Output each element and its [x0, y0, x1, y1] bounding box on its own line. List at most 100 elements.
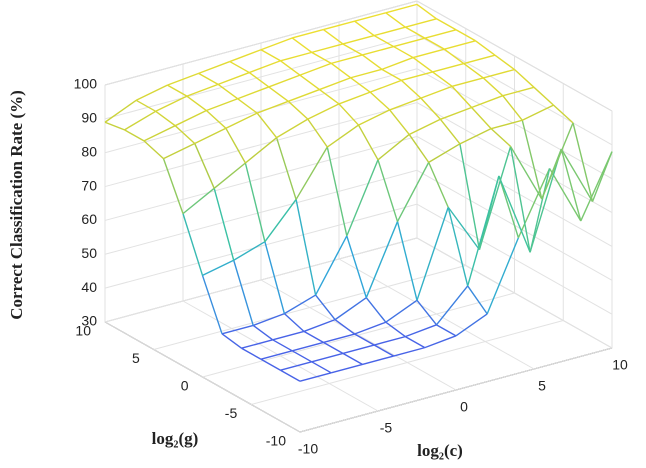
mesh-line	[463, 54, 496, 65]
mesh-line	[447, 207, 469, 287]
mesh-line	[521, 120, 543, 200]
mesh-line	[338, 91, 371, 105]
y-tick-label: 10	[75, 323, 91, 339]
z-tick-label: 60	[81, 211, 97, 227]
mesh-line	[241, 339, 273, 349]
mesh-line	[284, 294, 316, 315]
mesh-line	[346, 235, 367, 298]
mesh-line	[396, 162, 430, 222]
mesh-line	[529, 148, 562, 253]
x-tick-label: 5	[538, 378, 546, 394]
mesh-line	[124, 110, 157, 131]
z-tick-label: 70	[81, 177, 97, 193]
z-tick-label: 90	[81, 110, 97, 126]
mesh-line	[443, 48, 465, 65]
mesh-line	[221, 324, 254, 335]
mesh-line	[373, 26, 406, 37]
mesh-line	[389, 109, 410, 135]
mesh-line	[471, 107, 492, 130]
mesh-line	[338, 103, 360, 126]
mesh-line	[509, 146, 543, 200]
mesh-line	[369, 79, 402, 93]
mesh-line	[104, 99, 137, 123]
mesh-line	[404, 336, 426, 349]
mesh-line	[314, 235, 348, 296]
mesh-line	[553, 104, 574, 124]
mesh-line	[323, 20, 355, 31]
mesh-line	[252, 312, 285, 327]
mesh-line	[416, 299, 438, 326]
mesh-line	[424, 37, 445, 50]
mesh-line	[533, 86, 554, 106]
mesh-line	[377, 133, 410, 161]
mesh-line	[440, 106, 472, 120]
mesh-line	[467, 285, 488, 315]
mesh-line	[280, 60, 301, 76]
mesh-line	[490, 128, 512, 147]
mesh-line	[342, 352, 363, 366]
mesh-line	[275, 137, 297, 200]
mesh-line	[186, 95, 207, 112]
mesh-line	[299, 372, 332, 382]
mesh-line	[241, 347, 262, 360]
mesh-line	[408, 134, 430, 163]
mesh-line	[260, 49, 281, 62]
mesh-line	[331, 363, 363, 374]
mesh-line	[319, 88, 340, 105]
mesh-line	[459, 143, 481, 250]
mesh-line	[331, 54, 363, 65]
mesh-line	[221, 333, 242, 349]
mesh-line	[311, 352, 344, 363]
z-tick-label: 50	[81, 245, 97, 261]
mesh-line	[225, 127, 247, 164]
mesh-line	[229, 49, 262, 63]
mesh-line	[400, 79, 422, 99]
mesh-line	[502, 86, 535, 97]
mesh-line	[455, 313, 488, 337]
mesh-line	[124, 129, 145, 142]
mesh-line	[483, 68, 515, 79]
x-tick-label: 0	[460, 399, 468, 415]
mesh-line	[447, 206, 480, 251]
mesh-line	[244, 137, 278, 164]
mesh-line	[182, 187, 215, 215]
mesh-line	[396, 221, 418, 301]
mesh-line	[436, 324, 457, 337]
mesh-line	[315, 294, 336, 321]
mesh-line	[280, 51, 312, 62]
mesh-line	[155, 110, 176, 127]
mesh-line	[354, 12, 386, 22]
mesh-line	[365, 221, 399, 298]
mesh-line	[444, 40, 476, 50]
x-tick-label: -5	[380, 420, 393, 436]
mesh-line	[303, 330, 324, 344]
mesh-line	[229, 60, 250, 74]
mesh-line	[287, 100, 309, 120]
mesh-line	[299, 74, 320, 91]
mesh-line	[361, 54, 383, 70]
mesh-line	[385, 299, 418, 323]
mesh-line	[260, 350, 293, 360]
mesh-line	[404, 26, 426, 39]
mesh-line	[233, 241, 266, 261]
z-tick-label: 30	[81, 313, 97, 329]
mesh-line	[432, 62, 464, 73]
mesh-line	[280, 369, 301, 382]
mesh-line	[455, 29, 476, 42]
mesh-line	[202, 259, 235, 277]
mesh-line	[303, 318, 336, 333]
mesh-line	[408, 118, 441, 136]
mesh-line	[311, 361, 332, 374]
x-tick-label: 10	[612, 357, 628, 373]
mesh-line	[135, 99, 157, 112]
mesh-line	[420, 97, 441, 120]
mesh-line	[201, 275, 223, 335]
mesh-line	[248, 71, 270, 88]
mesh-line	[264, 199, 297, 243]
mesh-line	[350, 68, 383, 79]
mesh-line	[311, 51, 332, 64]
mesh-line	[155, 95, 188, 112]
mesh-line	[307, 103, 340, 120]
mesh-line	[244, 162, 266, 242]
